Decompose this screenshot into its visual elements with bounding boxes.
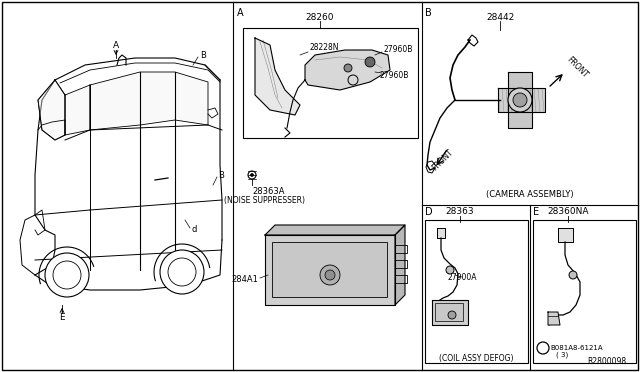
- Text: 28260: 28260: [306, 13, 334, 22]
- Text: D: D: [425, 207, 433, 217]
- Circle shape: [325, 270, 335, 280]
- Text: B: B: [540, 345, 546, 351]
- Bar: [533, 220, 636, 363]
- Text: (NOISE SUPPRESSER): (NOISE SUPPRESSER): [225, 196, 305, 205]
- Text: FRONT: FRONT: [431, 148, 456, 172]
- Bar: [272, 242, 387, 297]
- Circle shape: [513, 93, 527, 107]
- Polygon shape: [395, 225, 405, 305]
- Text: 28363A: 28363A: [252, 187, 285, 196]
- Text: A: A: [237, 8, 244, 18]
- Text: B081A8-6121A: B081A8-6121A: [550, 345, 603, 351]
- Text: E: E: [533, 207, 539, 217]
- Text: 28228N: 28228N: [310, 44, 339, 52]
- Text: FRONT: FRONT: [565, 55, 589, 79]
- Polygon shape: [432, 300, 468, 325]
- Circle shape: [508, 88, 532, 112]
- Polygon shape: [548, 312, 560, 325]
- Bar: [435, 303, 463, 321]
- Polygon shape: [437, 228, 445, 238]
- Polygon shape: [65, 85, 90, 135]
- Polygon shape: [558, 228, 573, 242]
- Circle shape: [448, 311, 456, 319]
- Text: E: E: [59, 314, 65, 323]
- Text: d: d: [192, 225, 197, 234]
- Polygon shape: [498, 88, 545, 112]
- Polygon shape: [38, 80, 65, 140]
- Text: 284A1: 284A1: [231, 276, 258, 285]
- Text: 28442: 28442: [486, 13, 514, 22]
- Circle shape: [537, 342, 549, 354]
- Text: 28363: 28363: [445, 208, 474, 217]
- Text: (COIL ASSY DEFOG): (COIL ASSY DEFOG): [439, 353, 513, 362]
- Text: ( 3): ( 3): [556, 352, 568, 358]
- Circle shape: [250, 173, 253, 176]
- Text: A: A: [113, 41, 119, 49]
- Text: 27960B: 27960B: [380, 71, 410, 80]
- Text: (CAMERA ASSEMBLY): (CAMERA ASSEMBLY): [486, 190, 574, 199]
- Circle shape: [569, 271, 577, 279]
- Circle shape: [446, 266, 454, 274]
- Text: 27900A: 27900A: [448, 273, 477, 282]
- Polygon shape: [305, 50, 390, 90]
- Circle shape: [45, 253, 89, 297]
- Text: B: B: [425, 8, 432, 18]
- Polygon shape: [265, 225, 405, 235]
- Bar: [425, 220, 528, 363]
- Circle shape: [365, 57, 375, 67]
- Text: 28360NA: 28360NA: [547, 208, 589, 217]
- Circle shape: [344, 64, 352, 72]
- Polygon shape: [255, 38, 300, 115]
- Bar: [243, 28, 418, 138]
- Text: B: B: [200, 51, 206, 60]
- Text: R2800098: R2800098: [588, 357, 627, 366]
- Circle shape: [320, 265, 340, 285]
- Polygon shape: [508, 72, 532, 128]
- Text: B: B: [218, 170, 224, 180]
- Polygon shape: [265, 235, 395, 305]
- Circle shape: [160, 250, 204, 294]
- Text: 27960B: 27960B: [383, 45, 412, 55]
- Polygon shape: [90, 72, 208, 130]
